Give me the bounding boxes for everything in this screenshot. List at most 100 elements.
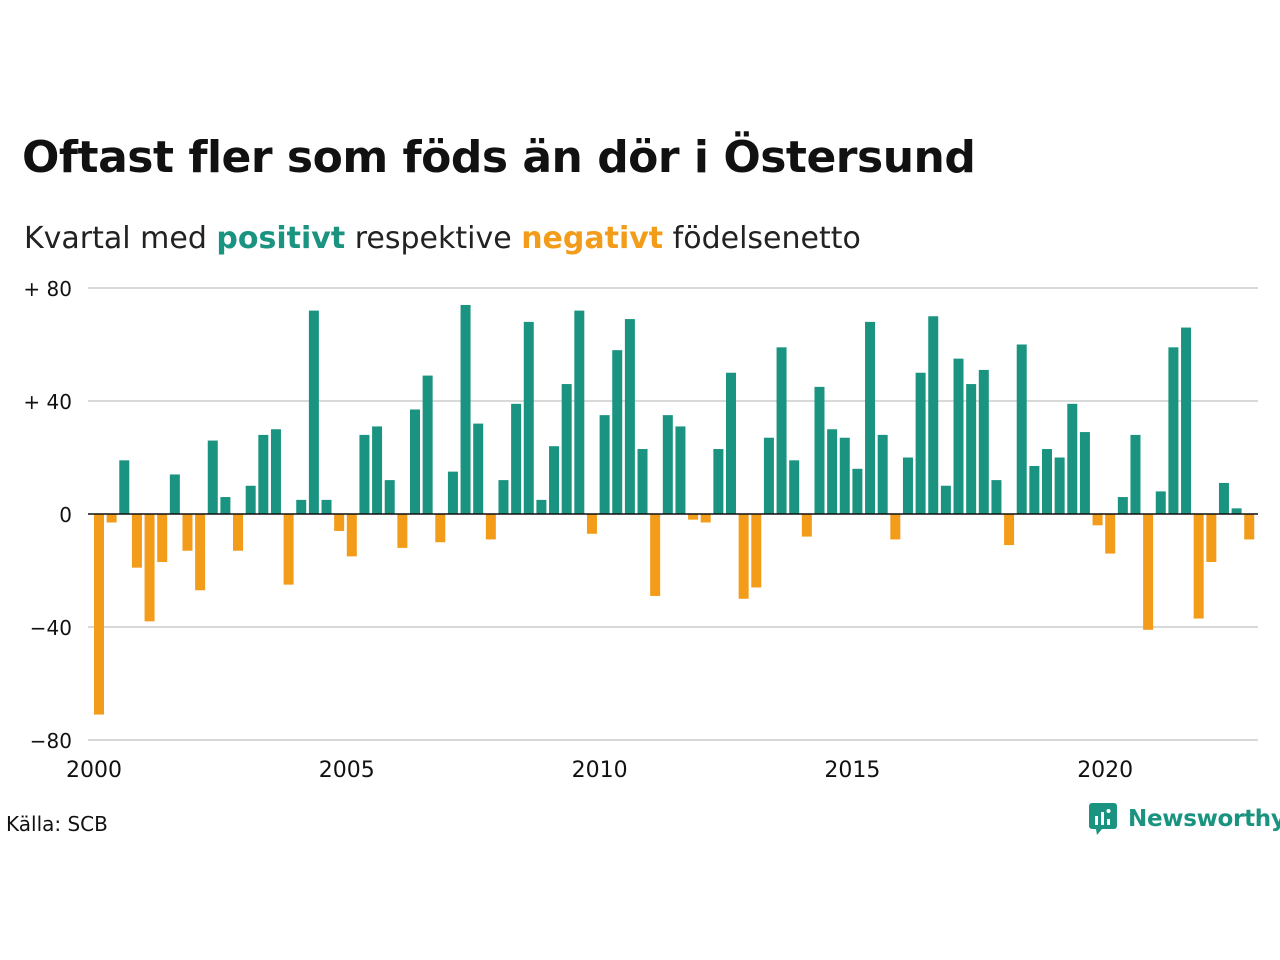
grid-lines	[88, 287, 1258, 741]
bar-positive	[612, 350, 623, 514]
bar-negative	[157, 514, 168, 563]
y-axis-labels: + 80 + 40 0 −40 −80	[23, 277, 72, 753]
bar-positive	[789, 460, 800, 514]
bar-positive	[460, 304, 471, 514]
bar-positive	[270, 429, 281, 514]
bar-positive	[599, 415, 610, 515]
bar-negative	[751, 514, 762, 588]
bar-positive	[624, 319, 635, 515]
bar-positive	[1029, 465, 1040, 514]
chart-subtitle: Kvartal med positivt respektive negativt…	[24, 221, 861, 256]
bar-positive	[372, 426, 383, 514]
bar-positive	[776, 347, 787, 515]
bar-negative	[1244, 514, 1255, 540]
bar-negative	[195, 514, 206, 591]
bar-negative	[801, 514, 812, 537]
bar-positive	[536, 499, 547, 515]
bar-positive	[839, 437, 850, 514]
bar-positive	[245, 485, 256, 514]
bar-positive	[877, 434, 888, 514]
bar-positive	[1218, 482, 1229, 514]
x-tick-label: 2010	[572, 758, 628, 783]
x-axis-labels: 2000 2005 2010 2015 2020	[66, 758, 1133, 783]
bar-positive	[410, 409, 420, 514]
bar-negative	[1143, 514, 1154, 630]
bar-negative	[1004, 514, 1015, 546]
bar-positive	[1016, 344, 1027, 514]
bar-positive	[1054, 457, 1065, 514]
bar-positive	[447, 471, 458, 515]
bar-negative	[334, 514, 345, 531]
bar-positive	[675, 426, 686, 514]
bar-positive	[359, 434, 370, 514]
bar-positive	[1067, 403, 1078, 514]
newsworthy-brand: Newsworthy	[1088, 802, 1280, 836]
bar-positive	[953, 358, 964, 515]
newsworthy-logo-icon	[1089, 803, 1117, 835]
bar-positive	[169, 474, 180, 514]
bar-positive	[1181, 327, 1192, 514]
y-tick-label: + 80	[23, 277, 72, 301]
subtitle-middle: respektive	[345, 221, 522, 256]
bar-positive	[814, 386, 825, 515]
bar-negative	[182, 514, 193, 551]
bars	[94, 304, 1255, 715]
bar-positive	[549, 446, 560, 514]
bar-positive	[852, 468, 863, 514]
y-tick-label: + 40	[23, 390, 72, 414]
bar-negative	[586, 514, 597, 534]
x-tick-label: 2015	[824, 758, 880, 783]
subtitle-prefix: Kvartal med	[24, 221, 217, 256]
bar-positive	[384, 480, 395, 514]
bar-negative	[700, 514, 711, 523]
bar-negative	[738, 514, 749, 599]
bar-positive	[511, 403, 522, 514]
bar-positive	[321, 499, 332, 515]
subtitle-negative-label: negativt	[521, 221, 664, 256]
bar-negative	[1206, 514, 1217, 563]
bar-positive	[498, 480, 509, 514]
bar-negative	[131, 514, 142, 568]
bar-negative	[94, 514, 104, 715]
bar-positive	[991, 480, 1002, 514]
bar-negative	[283, 514, 294, 585]
bar-negative	[485, 514, 496, 540]
x-tick-label: 2005	[319, 758, 375, 783]
bar-positive	[296, 499, 307, 515]
bar-positive	[523, 321, 534, 514]
bar-positive	[119, 460, 130, 514]
x-tick-label: 2000	[66, 758, 122, 783]
y-tick-label: 0	[59, 503, 72, 527]
bar-positive	[928, 316, 939, 514]
bar-negative	[106, 514, 117, 523]
bar-positive	[902, 457, 913, 514]
bar-positive	[258, 434, 269, 514]
bar-positive	[308, 310, 319, 514]
bar-negative	[346, 514, 357, 557]
bar-positive	[561, 384, 572, 514]
bar-positive	[574, 310, 585, 514]
bar-positive	[1168, 347, 1179, 515]
bar-negative	[397, 514, 408, 548]
bar-positive	[1155, 491, 1166, 514]
bar-positive	[713, 449, 724, 514]
source-note: Källa: SCB	[6, 812, 108, 836]
bar-positive	[473, 423, 484, 514]
bar-positive	[1042, 449, 1052, 514]
bar-negative	[688, 514, 699, 520]
bar-positive	[422, 375, 433, 515]
bar-positive	[1117, 497, 1128, 514]
bar-positive	[662, 415, 673, 515]
subtitle-suffix: födelsenetto	[663, 221, 861, 256]
subtitle-positive-label: positivt	[216, 221, 346, 256]
bar-positive	[865, 321, 876, 514]
chart-title: Oftast fler som föds än dör i Östersund	[22, 132, 976, 183]
brand-name: Newsworthy	[1128, 806, 1280, 832]
bar-positive	[827, 429, 838, 514]
bar-positive	[763, 437, 774, 514]
bar-positive	[978, 369, 989, 514]
bar-negative	[144, 514, 155, 622]
bar-negative	[1193, 514, 1204, 619]
x-tick-label: 2020	[1077, 758, 1133, 783]
bar-negative	[435, 514, 446, 543]
